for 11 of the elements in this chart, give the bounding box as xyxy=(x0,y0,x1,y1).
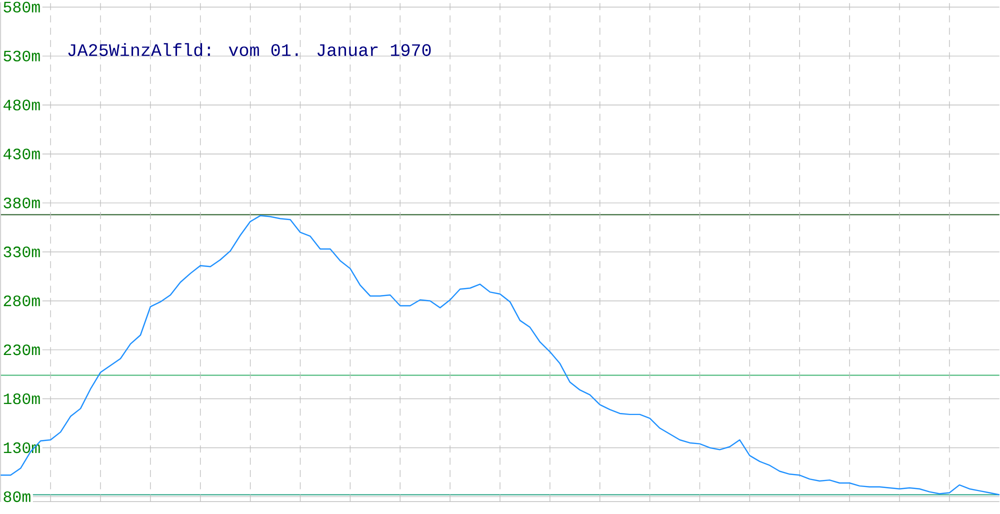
y-tick-label: 230m xyxy=(4,344,40,356)
y-tick-label: 380m xyxy=(4,198,40,208)
y-tick-label: 480m xyxy=(4,100,40,111)
y-tick-label: 280m xyxy=(4,296,40,306)
y-tick-label: 180m xyxy=(4,394,40,404)
text: JA25WinzAlfld: vom 01. Januar 1970 xyxy=(68,43,431,56)
y-tick-label: 430m xyxy=(4,148,40,160)
y-tick-label: 80m xyxy=(4,492,30,502)
y-tick-label: 580m xyxy=(4,2,40,13)
y-tick-label: 530m xyxy=(4,50,40,62)
y-tick-label: 330m xyxy=(4,246,40,258)
